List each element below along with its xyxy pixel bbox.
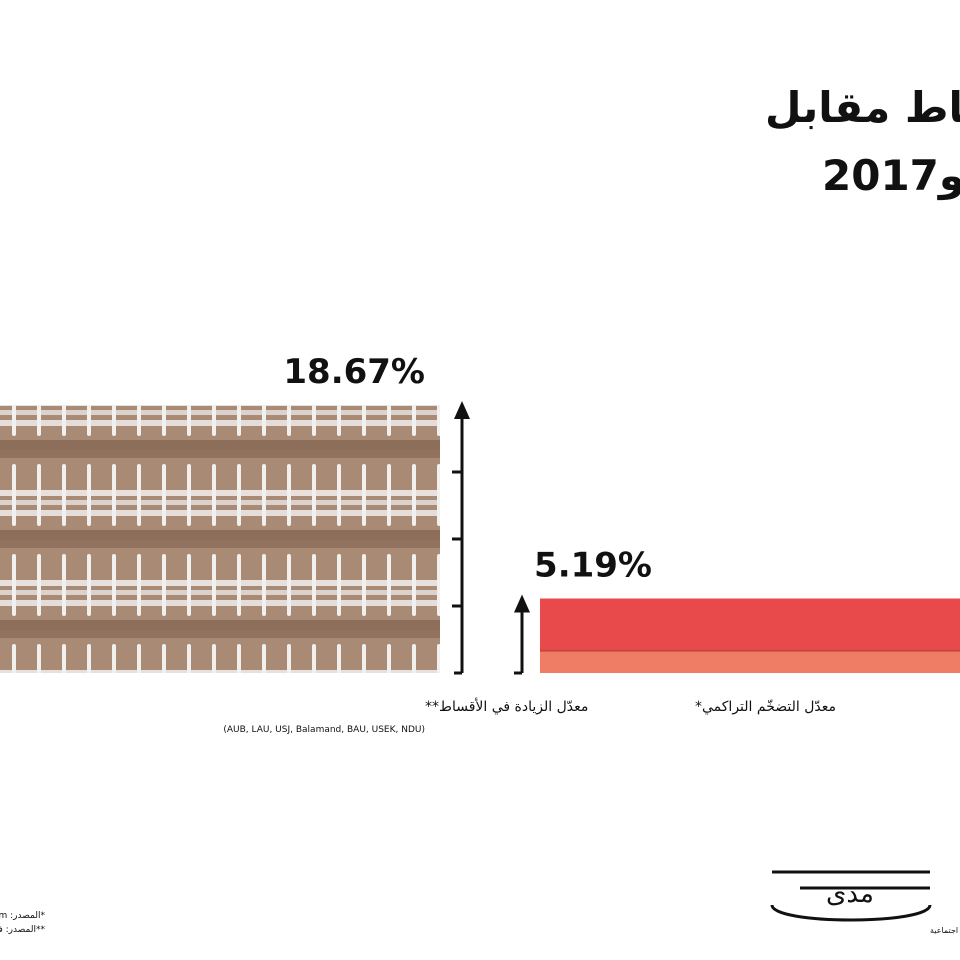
logo-tagline: علمانية . ديمقراطية . عدالة اجتماعية	[930, 926, 960, 935]
footnote: *المصدر: statistica.com	[0, 911, 45, 921]
title-line: معدّل التضخّم التراكمي بين 2013 و2017	[822, 151, 960, 201]
bar-texture	[0, 405, 440, 673]
logo: مدى علمانية . ديمقراطية . عدالة اجتماعية	[770, 870, 960, 935]
title-line: متوسّط الزيادة في الأقساط مقابل	[765, 82, 960, 133]
value-label: 5.19%	[534, 545, 652, 585]
bar-stripe	[540, 650, 960, 673]
arrow-head	[454, 401, 470, 419]
category-label: معدّل الزيادة في الأقساط**	[425, 697, 588, 715]
arrow-head	[514, 594, 530, 613]
footnote: **المصدر: فريق الأبحاث في شبكة مدى	[0, 923, 45, 935]
logo-name: مدى	[826, 879, 874, 909]
category-note: (AUB, LAU, USJ, Balamand, BAU, USEK, NDU…	[223, 725, 425, 735]
value-label: 18.67%	[283, 352, 425, 392]
category-label: معدّل التضخّم التراكمي*	[695, 699, 836, 715]
